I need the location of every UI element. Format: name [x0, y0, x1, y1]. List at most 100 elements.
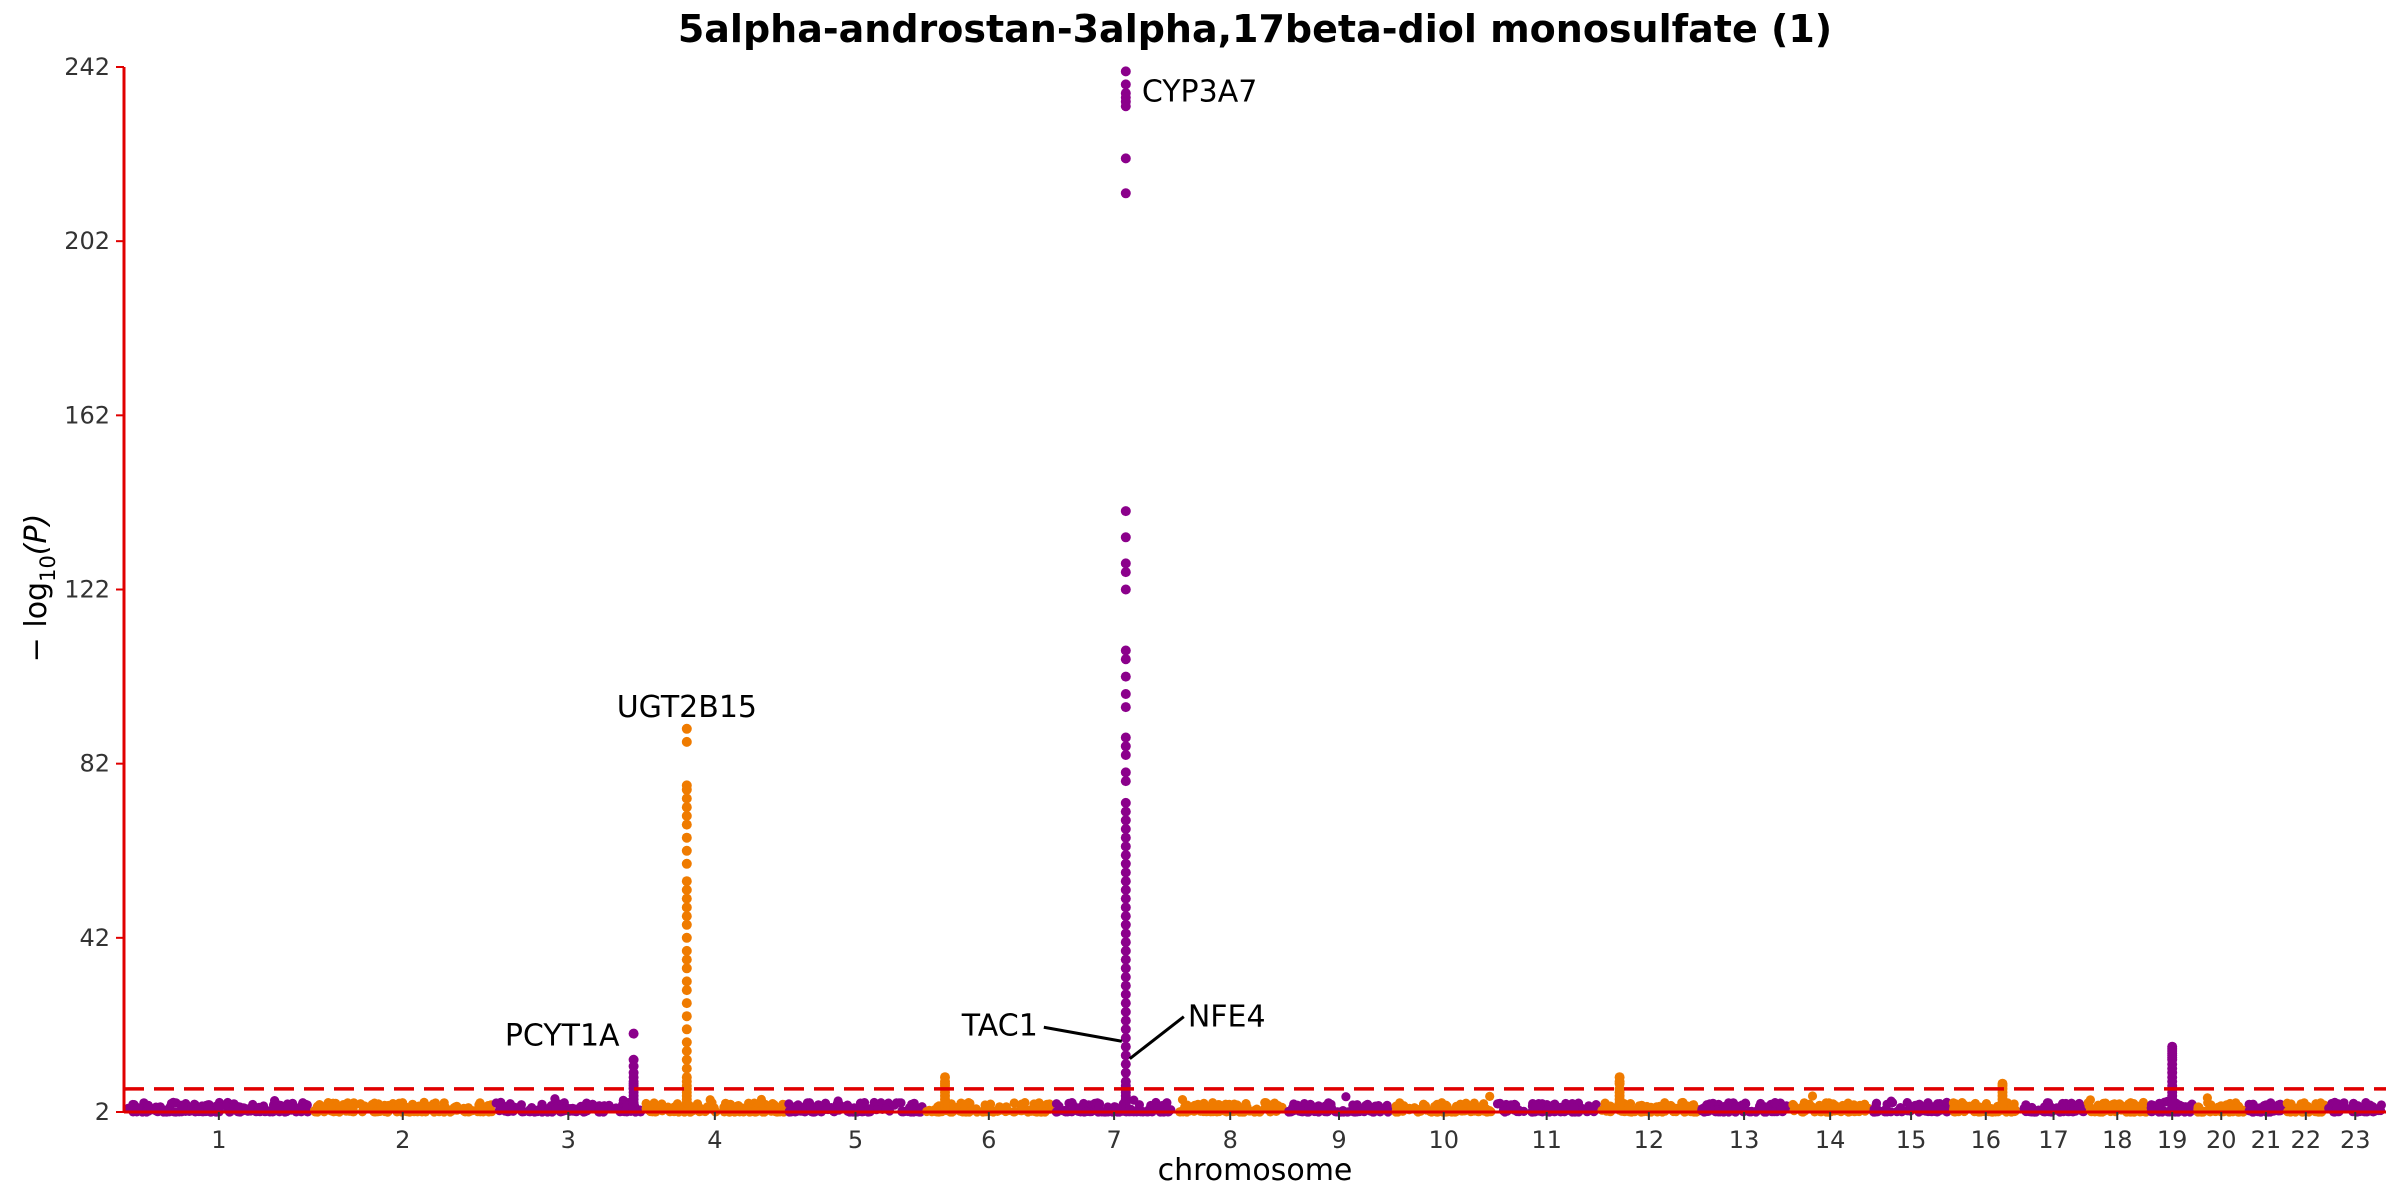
y-tick-label: 82: [79, 750, 110, 778]
x-tick-label: 23: [2340, 1126, 2371, 1154]
snp-point: [834, 1099, 844, 1109]
peak-point: [628, 1028, 639, 1039]
peak-point: [1120, 750, 1131, 760]
snp-point: [1569, 1103, 1579, 1113]
y-tick-label: 242: [64, 53, 110, 81]
y-tick-label: 2: [95, 1098, 110, 1126]
peak-point: [681, 963, 692, 974]
snp-point: [894, 1098, 904, 1108]
snp-point: [1273, 1101, 1283, 1111]
snp-point: [1197, 1105, 1207, 1115]
snp-point: [995, 1105, 1005, 1115]
snp-point: [133, 1103, 143, 1113]
snp-point: [1913, 1100, 1923, 1110]
x-tick-label: 19: [2157, 1126, 2188, 1154]
peak-point: [1120, 654, 1131, 665]
snp-point: [2098, 1098, 2109, 1108]
peak-point: [1120, 972, 1131, 982]
snp-point: [214, 1102, 224, 1112]
snp-point: [2348, 1098, 2359, 1108]
peak-point: [1120, 188, 1131, 199]
peak-point: [1120, 767, 1131, 778]
peak-point: [1120, 815, 1131, 826]
snp-point: [1760, 1102, 1770, 1112]
snp-point: [1740, 1098, 1750, 1108]
peak-point: [681, 810, 692, 821]
y-label-prefix: − log: [19, 582, 54, 662]
peak-point: [1120, 919, 1131, 930]
snp-point: [1797, 1102, 1807, 1112]
snp-point: [1322, 1100, 1332, 1111]
y-tick-label: 122: [64, 576, 110, 604]
snp-point: [1094, 1101, 1104, 1111]
x-tick-label: 6: [981, 1126, 996, 1154]
snp-point: [1180, 1102, 1190, 1112]
snp-point: [269, 1103, 279, 1113]
snp-point: [394, 1098, 404, 1108]
snp-point: [2058, 1099, 2068, 1110]
x-tick-label: 13: [1729, 1126, 1760, 1154]
snp-point: [1134, 1100, 1144, 1110]
snp-point: [1224, 1099, 1234, 1109]
y-tick-label: 162: [64, 401, 110, 429]
snp-point: [1493, 1099, 1503, 1109]
x-tick-label: 15: [1896, 1126, 1927, 1154]
snp-point: [2220, 1102, 2230, 1112]
snp-point: [733, 1101, 744, 1111]
snp-point: [1807, 1091, 1818, 1101]
peak-point: [681, 998, 692, 1009]
snp-point: [505, 1099, 515, 1109]
peak-point: [1120, 1050, 1131, 1061]
snp-point: [496, 1097, 506, 1107]
peak-point: [681, 932, 692, 943]
snp-point: [1020, 1098, 1030, 1108]
snp-point: [859, 1098, 870, 1108]
snp-point: [301, 1099, 311, 1109]
y-tick-label: 42: [79, 924, 110, 952]
peak-point: [681, 736, 692, 747]
peak-point: [1120, 66, 1131, 77]
peak-point: [1120, 584, 1131, 595]
peak-point: [1120, 989, 1131, 1000]
x-axis-ticks: 1 2 3 4 5 6 7 8 9 10 11 12 13 14 15 16 17 18 19 20 21 22 23: [211, 1112, 2371, 1154]
snp-point: [1830, 1101, 1840, 1111]
peak-point: [681, 793, 692, 804]
snp-point: [1531, 1101, 1541, 1111]
peak-point: [1120, 645, 1131, 656]
peak-point: [681, 919, 692, 930]
x-tick-label: 10: [1428, 1126, 1459, 1154]
peak-point: [1120, 1033, 1131, 1043]
x-tick-label: 2: [395, 1126, 410, 1154]
peak-point: [1120, 858, 1131, 869]
snp-point: [1821, 1098, 1831, 1108]
snp-point: [289, 1102, 299, 1113]
peak-point: [681, 858, 692, 869]
peak-point: [681, 819, 692, 830]
snp-point: [2084, 1101, 2094, 1111]
snp-point: [2203, 1098, 2213, 1108]
peak-point: [1120, 741, 1131, 752]
y-label-suffix: (P): [19, 514, 54, 556]
peak-point: [1120, 911, 1131, 922]
peak-point: [1120, 79, 1131, 90]
peak-point: [681, 945, 692, 956]
snp-point: [1461, 1098, 1471, 1108]
peak-point: [1120, 893, 1131, 904]
snp-point: [813, 1100, 824, 1110]
snp-point: [168, 1097, 178, 1107]
peak-point: [1120, 954, 1131, 965]
snp-point: [1371, 1101, 1382, 1112]
chart-title: 5alpha-androstan-3alpha,17beta-diol mono…: [678, 7, 1832, 51]
peak-point: [681, 902, 692, 913]
snp-point: [338, 1100, 348, 1110]
x-tick-label: 21: [2251, 1126, 2282, 1154]
snp-point: [671, 1103, 682, 1113]
peak-point: [681, 784, 692, 795]
peak-point: [1614, 1083, 1625, 1094]
snp-point: [1348, 1100, 1358, 1110]
snp-point: [1623, 1102, 1633, 1112]
peak-point: [681, 985, 692, 996]
snp-point: [316, 1101, 326, 1111]
peak-point: [681, 954, 692, 965]
snp-point: [725, 1099, 736, 1109]
